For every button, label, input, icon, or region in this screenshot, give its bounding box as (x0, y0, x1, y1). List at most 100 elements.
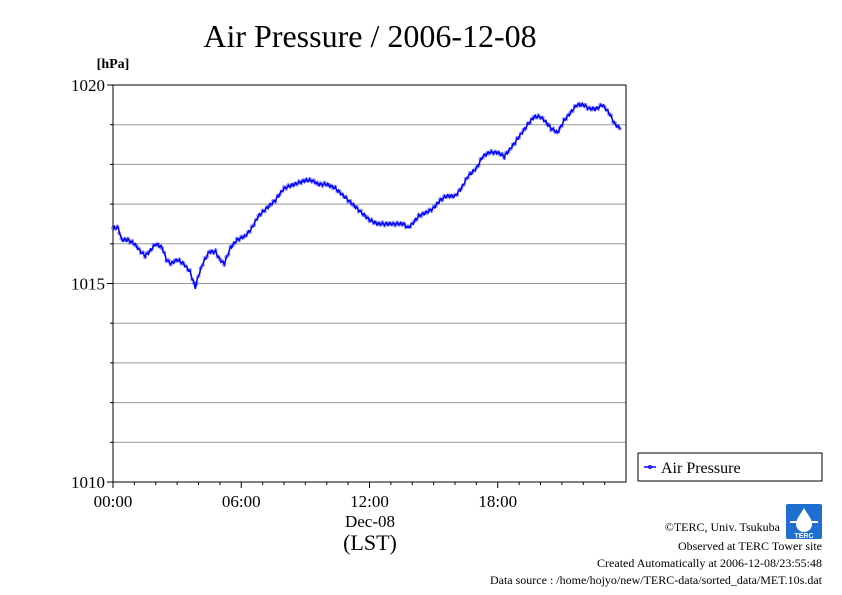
series-point (117, 231, 122, 236)
series-point (222, 262, 227, 267)
series-point (570, 109, 575, 114)
series-point (446, 193, 451, 198)
series-point (211, 251, 216, 256)
series-point (487, 151, 492, 156)
series-point (536, 113, 541, 118)
series-point (134, 244, 139, 249)
series-point (459, 186, 464, 191)
series-point (303, 178, 308, 183)
series-point (560, 124, 564, 129)
observed-text: Observed at TERC Tower site (678, 539, 822, 553)
series-point (235, 236, 239, 241)
series-point (604, 107, 609, 112)
series-point (495, 150, 500, 155)
series-point (521, 128, 526, 132)
series-point (538, 116, 543, 121)
series-point (391, 220, 395, 225)
series-point (450, 195, 455, 200)
series-point (220, 259, 224, 264)
legend-marker-swatch (648, 464, 653, 469)
x-axis-ticks: 00:00 06:00 12:00 18:00 (94, 482, 606, 511)
series-point (365, 215, 370, 220)
series-point (164, 259, 169, 264)
series-point (121, 238, 126, 243)
series-point (151, 243, 156, 247)
series-point (192, 281, 197, 286)
series-point (329, 183, 333, 188)
series-point (506, 149, 511, 154)
series-point (138, 251, 143, 256)
series-point (403, 225, 408, 230)
series-point (226, 252, 231, 257)
series-point (557, 126, 562, 130)
series-point (185, 268, 190, 272)
x-axis-label: (LST) (343, 530, 397, 555)
series-point (232, 241, 237, 246)
series-point (320, 183, 325, 188)
series-point (542, 119, 547, 124)
series-point (540, 115, 545, 120)
copyright-text: ©TERC, Univ. Tsukuba (665, 520, 781, 534)
series-point (173, 258, 177, 263)
series-point (523, 127, 528, 131)
series-point (420, 211, 425, 215)
series-point (130, 239, 135, 243)
terc-logo: TERC (786, 504, 822, 540)
series-point (237, 238, 242, 243)
series-point (386, 222, 391, 227)
series-line (112, 101, 621, 290)
series-point (395, 220, 400, 225)
series-point (517, 135, 522, 140)
x-date-label: Dec-08 (345, 512, 395, 531)
series-point (602, 105, 607, 109)
series-point (256, 213, 261, 218)
series-point (160, 246, 165, 251)
series-point (243, 234, 248, 238)
series-point (264, 205, 269, 210)
series-point (326, 183, 331, 187)
series-point (143, 255, 148, 260)
series-point (425, 210, 430, 215)
series-point (262, 209, 267, 214)
series-point (290, 182, 295, 187)
series-point (532, 114, 537, 119)
series-point (497, 152, 502, 157)
series-point (350, 202, 355, 207)
series-point (527, 121, 532, 126)
series-point (324, 183, 329, 188)
series-point (572, 104, 577, 108)
series-point (207, 249, 212, 254)
y-axis-unit: [hPa] (97, 57, 130, 72)
legend-box (637, 452, 823, 482)
series-point (435, 200, 440, 205)
x-tick-label: 00:00 (94, 492, 133, 511)
series-point (354, 204, 359, 209)
series-point (406, 224, 410, 229)
series-point (292, 181, 297, 186)
series-point (547, 123, 551, 127)
series-point (513, 142, 517, 147)
series-point (190, 277, 195, 282)
series-point (209, 248, 214, 253)
terc-logo-text: TERC (794, 533, 813, 540)
series-point (136, 246, 141, 251)
series-point (534, 115, 539, 120)
series-point (299, 181, 304, 186)
series-point (239, 234, 244, 239)
series-point (500, 151, 504, 156)
legend-label: Air Pressure (661, 460, 741, 477)
series-point (294, 182, 299, 187)
series-point (468, 171, 472, 175)
y-tick-label: 1020 (71, 76, 105, 95)
y-axis-ticks: 1010 1015 1020 (71, 76, 113, 492)
series-point (609, 113, 613, 118)
series-point (271, 198, 276, 203)
series-point (339, 192, 344, 197)
series-point (181, 261, 186, 265)
series-point (269, 202, 274, 207)
series-point (337, 189, 342, 194)
series-point (423, 211, 428, 216)
series-point (196, 274, 201, 279)
series-point (245, 230, 250, 235)
